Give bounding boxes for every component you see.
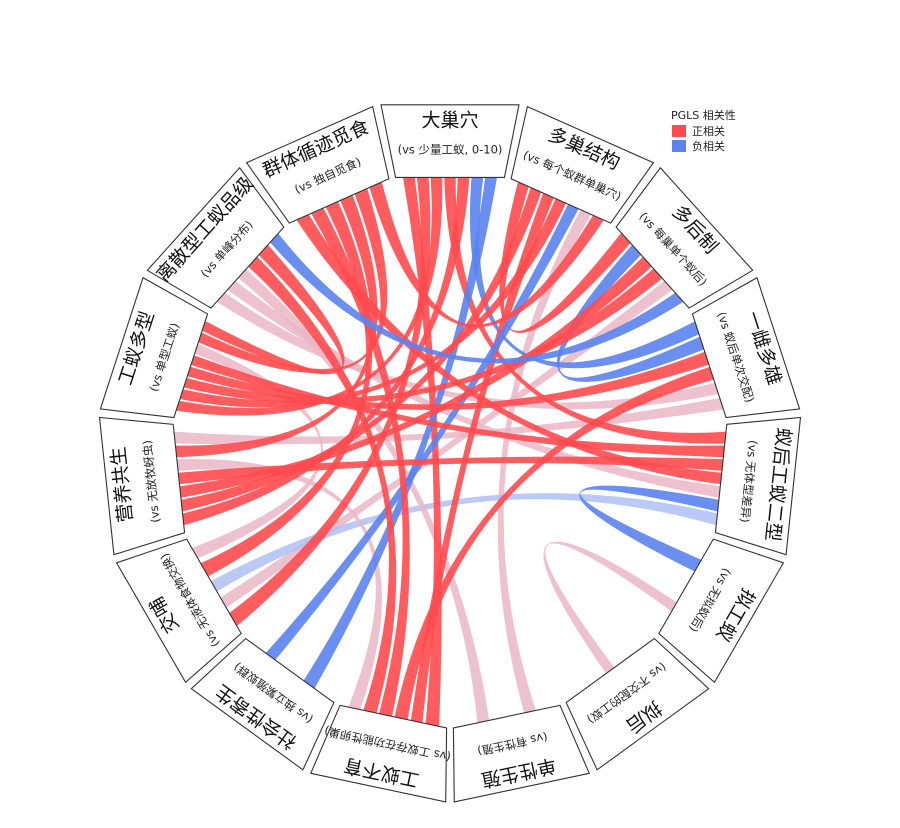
segment-box	[691, 276, 801, 419]
legend-negative-label: 负相关	[692, 139, 725, 153]
segment-polyandry: 一雌多雄(vs 蚁后单次交配)	[691, 276, 801, 419]
chord-ribbon-worker-sterility-trophobiosis	[174, 458, 382, 711]
segment-box	[98, 416, 186, 556]
segment-box	[565, 637, 710, 771]
legend-title: PGLS 相关性	[671, 108, 736, 122]
chord-ribbons	[173, 174, 726, 726]
chord-ribbon-trophobiosis-polyandry	[174, 397, 724, 445]
chord-ribbon-worker-sterility-discrete-castes	[245, 254, 397, 716]
chord-ribbon-worker-polymorphism-group-foraging	[196, 186, 388, 374]
segment-box	[658, 538, 785, 684]
segment-title: 大巢穴	[421, 110, 478, 132]
chord-segments: 大巢穴(vs 少量工蚁, 0-10) 多巢结构(vs 每个蚁群单巢穴)多后制(vs…	[98, 104, 802, 803]
segment-queen-worker-dimorphism: 蚁后工蚁二型(vs 无体型差异)	[714, 416, 802, 556]
segment-box	[245, 105, 390, 224]
segment-box	[99, 276, 209, 419]
segment-polygyny: 多后制(vs 每巢单个蚁后)	[615, 166, 754, 309]
segment-big-nest: 大巢穴 (vs 少量工蚁, 0-10)	[380, 104, 520, 178]
chord-ribbon-queen-worker-dimorphism-trophobiosis	[174, 456, 726, 485]
chord-ribbon-polydomy-worker-sterility	[410, 190, 555, 725]
chord-ribbon-big-nest-queen-worker-dimorphism	[444, 174, 726, 444]
segment-box	[190, 637, 335, 771]
segment-box	[615, 166, 754, 309]
chord-ribbon-polydomy-polygyny	[499, 182, 632, 333]
segment-box	[510, 105, 655, 224]
segment-box	[380, 104, 520, 178]
chord-ribbon-queen-worker-dimorphism-worker-polymorphism	[187, 354, 726, 458]
segment-box	[452, 704, 591, 803]
segment-sexual-reproduction: 单性生殖(vs 有性生殖)	[452, 704, 591, 803]
chord-ribbon-gamergates-ergatoid-queens	[543, 541, 680, 677]
legend-positive-label: 正相关	[692, 124, 725, 138]
segment-worker-sterility: 工蚁不育(vs 工蚁存在功能性卵巢)	[309, 704, 452, 803]
legend: PGLS 相关性 正相关 负相关	[671, 108, 736, 153]
chord-ribbon-worker-sterility-group-foraging	[310, 205, 410, 720]
segment-box	[146, 166, 285, 309]
segment-social-parasitism: 社会性寄生(vs 独立繁殖蚁群)	[190, 637, 335, 771]
chord-ribbon-polyandry-worker-polymorphism	[184, 350, 713, 410]
segment-discrete-castes: 离散型工蚁品级(vs 单峰分布)	[146, 166, 285, 309]
chord-ribbon-polydomy-social-parasitism	[264, 201, 580, 663]
segment-group-foraging: 群体循迹觅食(vs 独自觅食)	[245, 105, 390, 224]
chord-ribbon-worker-polymorphism-discrete-castes	[201, 243, 345, 375]
segment-box	[714, 416, 802, 556]
legend-negative-swatch	[672, 140, 686, 152]
chord-ribbon-polygyny-worker-polymorphism	[181, 266, 665, 404]
segment-trophobiosis: 营养共生 (vs 无放牧蚜虫)	[98, 416, 186, 556]
segment-box	[309, 704, 448, 803]
chord-ribbon-group-foraging-polydomy	[368, 182, 604, 328]
segment-box	[115, 538, 242, 684]
legend-positive-swatch	[672, 125, 686, 137]
segment-worker-polymorphism: 工蚁多型(vs 单型工蚁)	[99, 276, 209, 419]
segment-subtitle: (vs 少量工蚁, 0-10)	[398, 143, 503, 157]
chord-ribbon-trophobiosis-group-foraging	[173, 192, 378, 458]
